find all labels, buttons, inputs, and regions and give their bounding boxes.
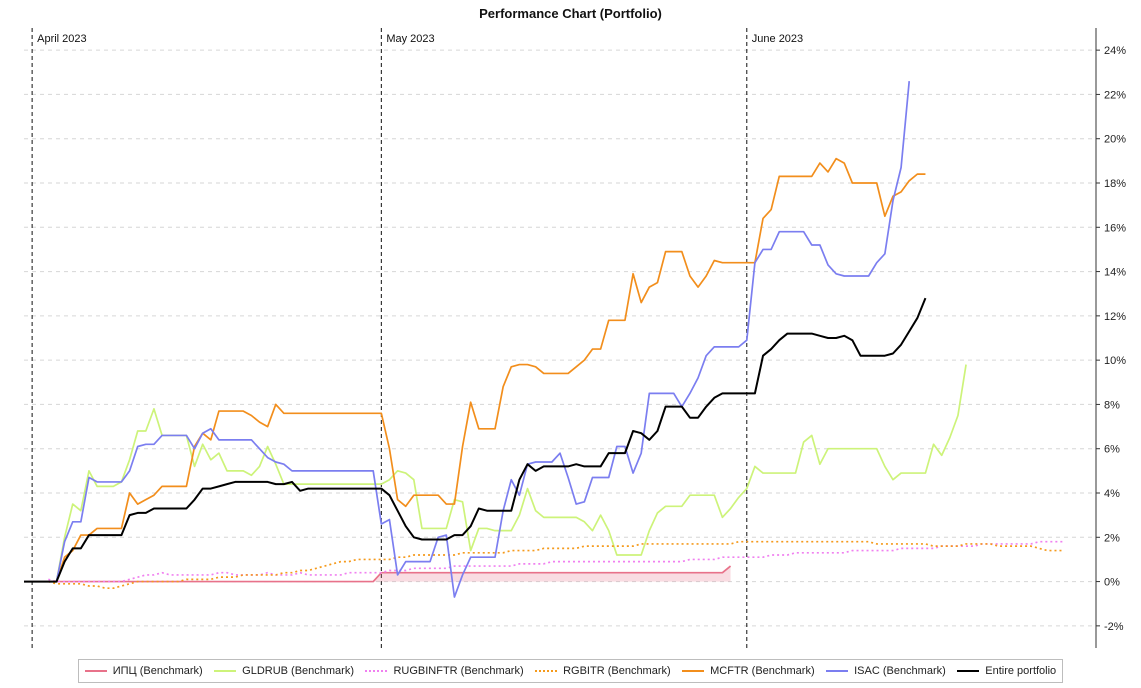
- legend-swatch: [957, 670, 980, 672]
- series-line: [48, 540, 1064, 590]
- y-tick-label: 8%: [1104, 399, 1120, 411]
- month-label: May 2023: [386, 33, 434, 45]
- legend-swatch: [214, 670, 237, 672]
- series-line: [24, 364, 967, 583]
- series-line: [48, 540, 1064, 583]
- legend-item[interactable]: RUGBINFTR (Benchmark): [365, 665, 524, 677]
- chart-plot: -2% 0% 2% 4% 6% 8% 10% 12% 14% 16% 18% 20% 22% 24% Ap…: [24, 28, 1126, 648]
- legend-item[interactable]: MCFTR (Benchmark): [682, 665, 815, 677]
- legend-item[interactable]: Entire portfolio: [957, 665, 1056, 677]
- month-label: April 2023: [37, 33, 87, 45]
- y-tick-label: 22%: [1104, 89, 1126, 101]
- y-tick-label: 0%: [1104, 577, 1120, 589]
- series-line: [24, 81, 911, 598]
- y-tick-label: 2%: [1104, 532, 1120, 544]
- y-tick-label: 10%: [1104, 355, 1126, 367]
- legend-item[interactable]: ISAC (Benchmark): [826, 665, 946, 677]
- series-layer: [24, 81, 1064, 598]
- series-line: [24, 297, 927, 583]
- legend-swatch: [682, 670, 705, 672]
- legend-item[interactable]: RGBITR (Benchmark): [535, 665, 671, 677]
- legend-swatch: [535, 670, 558, 672]
- y-tick-label: 12%: [1104, 311, 1126, 323]
- month-label: June 2023: [752, 33, 803, 45]
- y-tick-label: 6%: [1104, 444, 1120, 456]
- chart-title: Performance Chart (Portfolio): [479, 6, 662, 21]
- legend-label: RUGBINFTR (Benchmark): [393, 665, 524, 677]
- legend: ИПЦ (Benchmark) GLDRUB (Benchmark) RUGBINF…: [78, 659, 1063, 683]
- legend-swatch: [84, 670, 107, 672]
- y-tick-label: 24%: [1104, 45, 1126, 57]
- legend-label: MCFTR (Benchmark): [710, 665, 815, 677]
- y-tick-label: 18%: [1104, 178, 1126, 190]
- legend-swatch: [365, 670, 388, 672]
- y-tick-label: 20%: [1104, 134, 1126, 146]
- legend-item[interactable]: GLDRUB (Benchmark): [214, 665, 354, 677]
- legend-item[interactable]: ИПЦ (Benchmark): [84, 665, 203, 677]
- y-tick-label: 16%: [1104, 222, 1126, 234]
- legend-swatch: [826, 670, 849, 672]
- legend-label: GLDRUB (Benchmark): [242, 665, 354, 677]
- y-tick-label: 14%: [1104, 267, 1126, 279]
- legend-label: ИПЦ (Benchmark): [112, 665, 203, 677]
- axis-layer: -2% 0% 2% 4% 6% 8% 10% 12% 14% 16% 18% 20% 22% 24%: [1095, 28, 1126, 648]
- month-marker-layer: April 2023 May 2023 June 2023: [31, 28, 803, 648]
- legend-label: ISAC (Benchmark): [854, 665, 946, 677]
- legend-label: Entire portfolio: [985, 665, 1057, 677]
- y-tick-label: -2%: [1104, 621, 1124, 633]
- y-tick-label: 4%: [1104, 488, 1120, 500]
- grid-layer: [24, 49, 1096, 627]
- legend-label: RGBITR (Benchmark): [563, 665, 671, 677]
- series-area: [48, 566, 731, 582]
- series-line: [24, 157, 926, 583]
